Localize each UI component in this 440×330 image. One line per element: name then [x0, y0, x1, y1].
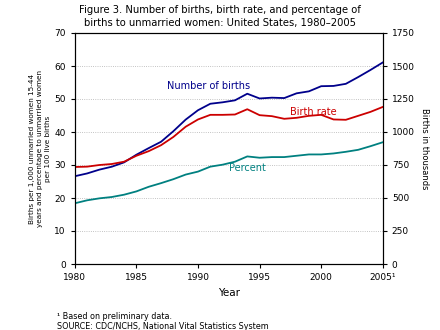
- Text: Birth rate: Birth rate: [290, 107, 337, 117]
- Text: births to unmarried women: United States, 1980–2005: births to unmarried women: United States…: [84, 18, 356, 28]
- Text: Figure 3. Number of births, birth rate, and percentage of: Figure 3. Number of births, birth rate, …: [79, 5, 361, 15]
- Y-axis label: Births in thousands: Births in thousands: [420, 108, 429, 189]
- X-axis label: Year: Year: [218, 287, 240, 298]
- Text: Percent: Percent: [229, 163, 266, 173]
- Text: ¹ Based on preliminary data.: ¹ Based on preliminary data.: [57, 312, 172, 321]
- Text: Number of births: Number of births: [167, 81, 250, 91]
- Y-axis label: Births per 1,000 unmarried women 15-44
years and percentage to unmarried women
p: Births per 1,000 unmarried women 15-44 y…: [29, 70, 51, 227]
- Text: SOURCE: CDC/NCHS, National Vital Statistics System: SOURCE: CDC/NCHS, National Vital Statist…: [57, 322, 269, 330]
